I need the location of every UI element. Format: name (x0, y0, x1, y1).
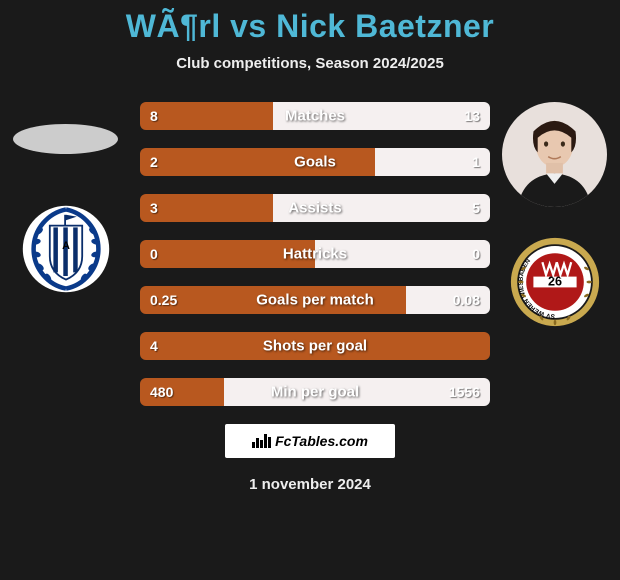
logo-text: FcTables.com (275, 433, 368, 449)
left-player-column: A (8, 102, 123, 294)
stat-left-value: 480 (150, 384, 173, 400)
stat-right-value: 13 (464, 108, 480, 124)
fctables-logo: FcTables.com (225, 424, 395, 458)
comparison-body: A (0, 102, 620, 406)
stat-row: 480 1556 Min per goal (140, 378, 490, 406)
stat-label: Hattricks (283, 246, 347, 263)
stat-left-segment (140, 148, 375, 176)
bar-chart-icon (252, 434, 271, 448)
stat-row: 0 0 Hattricks (140, 240, 490, 268)
left-club-badge: A (21, 204, 111, 294)
stat-right-value: 5 (472, 200, 480, 216)
stat-label: Assists (288, 200, 341, 217)
stat-row: 2 1 Goals (140, 148, 490, 176)
stat-row: 0.25 0.08 Goals per match (140, 286, 490, 314)
right-player-column: SV WEHEN WIESBADEN 26 (497, 102, 612, 327)
stat-row: 4 Shots per goal (140, 332, 490, 360)
stat-right-value: 1 (472, 154, 480, 170)
stat-label: Shots per goal (263, 338, 367, 355)
stat-left-segment (140, 194, 273, 222)
footer-date: 1 november 2024 (0, 476, 620, 493)
stat-label: Goals (294, 154, 336, 171)
stat-bars: 8 13 Matches 2 1 Goals 3 5 Assists 0 0 Hattricks 0.2… (140, 102, 490, 406)
right-player-photo (502, 102, 607, 207)
stat-label: Goals per match (256, 292, 374, 309)
stat-row: 3 5 Assists (140, 194, 490, 222)
stat-left-value: 3 (150, 200, 158, 216)
stat-right-value: 0.08 (453, 292, 480, 308)
stat-label: Min per goal (271, 384, 359, 401)
stat-left-value: 8 (150, 108, 158, 124)
stat-left-value: 4 (150, 338, 158, 354)
stat-left-value: 2 (150, 154, 158, 170)
season-subtitle: Club competitions, Season 2024/2025 (0, 55, 620, 72)
stat-row: 8 13 Matches (140, 102, 490, 130)
left-player-photo-placeholder (13, 124, 118, 154)
stat-right-value: 0 (472, 246, 480, 262)
svg-text:A: A (62, 240, 70, 252)
stat-left-value: 0 (150, 246, 158, 262)
stat-label: Matches (285, 108, 345, 125)
right-club-badge: SV WEHEN WIESBADEN 26 (510, 237, 600, 327)
page-title: WÃ¶rl vs Nick Baetzner (0, 0, 620, 45)
stat-left-segment (140, 102, 273, 130)
stat-left-value: 0.25 (150, 292, 177, 308)
stat-right-value: 1556 (449, 384, 480, 400)
